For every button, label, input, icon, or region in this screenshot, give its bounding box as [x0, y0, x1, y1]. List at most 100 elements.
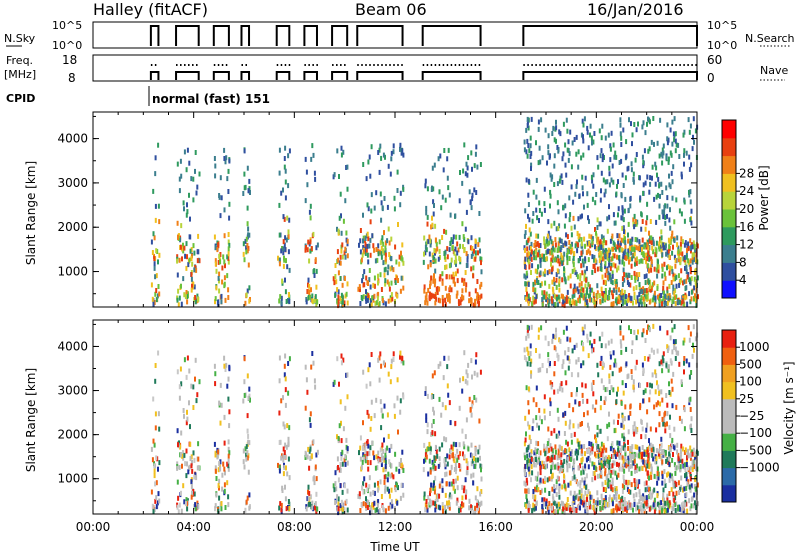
power-cell	[572, 262, 575, 268]
velocity-cell	[644, 388, 647, 394]
power-cell	[607, 271, 610, 277]
velocity-cell	[190, 494, 193, 500]
beam-title: Beam 06	[355, 0, 427, 19]
velocity-cell	[599, 428, 602, 434]
velocity-cell	[449, 448, 452, 453]
power-colorbar-tick-label: 20	[739, 202, 754, 216]
power-cell	[551, 131, 554, 136]
power-cell	[370, 144, 373, 150]
power-cell	[190, 256, 193, 262]
velocity-cell	[642, 398, 645, 404]
power-cell	[157, 284, 160, 289]
velocity-cell	[446, 500, 448, 506]
velocity-cell	[657, 466, 659, 472]
power-cell	[551, 257, 554, 263]
power-cell	[592, 291, 595, 297]
velocity-cell	[190, 483, 193, 489]
velocity-cell	[530, 464, 533, 470]
power-cell	[390, 236, 393, 242]
power-cell	[602, 237, 605, 243]
velocity-cell	[609, 456, 611, 462]
power-cell	[561, 179, 564, 185]
power-cell	[358, 284, 361, 290]
power-cell	[649, 181, 652, 187]
velocity-cell	[462, 502, 465, 508]
velocity-cell	[443, 436, 446, 442]
velocity-cell	[577, 504, 580, 510]
velocity-cell	[335, 486, 338, 492]
velocity-cell	[247, 395, 250, 401]
velocity-cell	[448, 400, 451, 406]
velocity-cell	[437, 463, 440, 469]
power-cell	[180, 223, 183, 229]
power-cell	[336, 226, 338, 232]
power-cell	[583, 236, 586, 242]
power-cell	[630, 121, 632, 127]
velocity-cell	[582, 342, 584, 348]
velocity-cell	[634, 468, 636, 474]
power-cell	[284, 145, 287, 151]
power-cell	[345, 291, 348, 297]
power-cell	[338, 174, 340, 179]
velocity-cell	[547, 352, 550, 358]
velocity-cell	[577, 496, 580, 502]
power-cell	[538, 242, 540, 248]
power-cell	[665, 154, 668, 160]
velocity-cell	[225, 362, 228, 368]
power-cell	[424, 183, 427, 189]
velocity-cell	[663, 478, 666, 484]
velocity-cell	[480, 500, 483, 506]
power-cell	[444, 197, 447, 203]
power-cell	[402, 152, 405, 158]
velocity-cell	[587, 422, 589, 428]
power-cell	[152, 302, 155, 307]
velocity-cell	[474, 451, 477, 457]
power-cell	[630, 263, 633, 269]
power-cell	[591, 239, 594, 244]
velocity-cell	[220, 501, 223, 506]
velocity-cell	[649, 426, 652, 432]
power-cell	[245, 292, 248, 298]
power-cell	[377, 291, 380, 297]
power-cell	[390, 265, 393, 271]
velocity-cell	[527, 350, 530, 356]
velocity-cell	[662, 421, 665, 427]
velocity-cell	[638, 446, 641, 452]
velocity-cell	[184, 461, 187, 467]
velocity-cell	[369, 426, 372, 432]
power-cell	[477, 298, 479, 304]
power-cell	[600, 148, 603, 154]
velocity-cell	[426, 393, 429, 399]
velocity-cell	[680, 382, 683, 387]
velocity-cell	[556, 462, 559, 468]
power-cell	[465, 251, 468, 257]
power-colorbar-swatch	[722, 209, 736, 228]
power-cell	[526, 273, 529, 279]
power-cell	[573, 267, 576, 273]
velocity-cell	[562, 329, 565, 335]
velocity-cell	[280, 455, 283, 461]
velocity-cell	[556, 475, 559, 481]
power-colorbar-swatch	[722, 226, 736, 246]
velocity-cell	[358, 450, 360, 456]
velocity-cell	[693, 464, 696, 469]
power-cell	[305, 299, 308, 305]
power-cell	[359, 287, 361, 293]
power-cell	[614, 246, 617, 252]
power-cell	[369, 252, 372, 258]
power-cell	[534, 298, 537, 304]
velocity-cell	[588, 441, 591, 447]
power-cell	[624, 248, 627, 254]
velocity-cell	[372, 502, 375, 508]
power-cell	[631, 132, 634, 138]
power-cell	[634, 221, 637, 227]
power-cell	[287, 234, 290, 239]
power-cell	[158, 252, 161, 258]
velocity-cell	[666, 507, 669, 513]
velocity-cell	[182, 450, 184, 455]
power-cell	[184, 294, 187, 300]
velocity-cell	[367, 500, 370, 506]
velocity-cell	[461, 428, 464, 434]
power-cell	[369, 237, 372, 243]
velocity-cell	[190, 454, 193, 460]
